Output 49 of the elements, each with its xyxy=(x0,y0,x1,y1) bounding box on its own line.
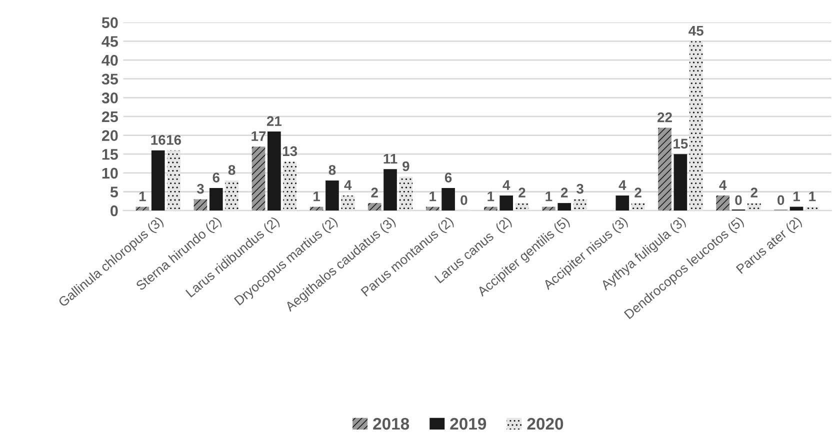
legend-label: 2019 xyxy=(450,418,486,430)
data-label: 1 xyxy=(488,192,494,202)
y-tick-label: 5 xyxy=(110,186,118,198)
data-label: 17 xyxy=(252,131,266,141)
y-tick-label: 15 xyxy=(102,149,118,160)
data-label: 3 xyxy=(576,184,584,194)
data-label: 0 xyxy=(735,195,742,206)
data-label: 2 xyxy=(371,188,378,198)
data-label: 2 xyxy=(634,188,642,198)
data-label: 0 xyxy=(778,195,784,206)
y-tick-label: 25 xyxy=(102,111,118,122)
data-label: 1 xyxy=(139,192,146,202)
data-label: 1 xyxy=(546,192,552,202)
data-label: 1 xyxy=(314,192,320,202)
data-label: 45 xyxy=(688,26,704,36)
y-tick-label: 45 xyxy=(102,36,118,47)
data-label: 6 xyxy=(444,172,452,182)
data-label: 0 xyxy=(460,195,468,206)
data-label: 22 xyxy=(658,112,672,122)
data-label: 1 xyxy=(430,192,436,202)
data-label: 2 xyxy=(518,188,526,198)
data-label: 3 xyxy=(196,184,204,194)
y-tick-label: 40 xyxy=(102,54,118,66)
data-label: 1 xyxy=(794,192,800,202)
data-label: 11 xyxy=(384,154,398,164)
data-label: 15 xyxy=(674,138,688,149)
data-label: 8 xyxy=(328,165,336,175)
data-label: 4 xyxy=(618,180,626,190)
data-label: 8 xyxy=(228,165,236,175)
data-label: 9 xyxy=(402,161,410,172)
y-tick-label: 50 xyxy=(102,17,118,28)
data-label: 6 xyxy=(212,172,220,182)
y-tick-label: 10 xyxy=(102,168,118,179)
data-label: 16 xyxy=(166,134,181,145)
data-label: 4 xyxy=(502,180,510,190)
data-label: 1 xyxy=(809,192,816,202)
y-tick-label: 0 xyxy=(110,205,118,216)
legend-label: 2018 xyxy=(373,418,410,430)
y-tick-label: 20 xyxy=(102,130,118,141)
data-label: 2 xyxy=(560,188,568,198)
data-label: 2 xyxy=(750,188,758,198)
legend-label: 2020 xyxy=(527,418,564,430)
data-label: 13 xyxy=(283,146,298,156)
y-tick-label: 35 xyxy=(102,74,118,85)
data-label: 16 xyxy=(151,134,166,145)
data-label: 4 xyxy=(719,180,727,190)
y-tick-label: 30 xyxy=(102,92,118,104)
data-label: 4 xyxy=(344,180,352,190)
data-label: 21 xyxy=(266,116,282,126)
